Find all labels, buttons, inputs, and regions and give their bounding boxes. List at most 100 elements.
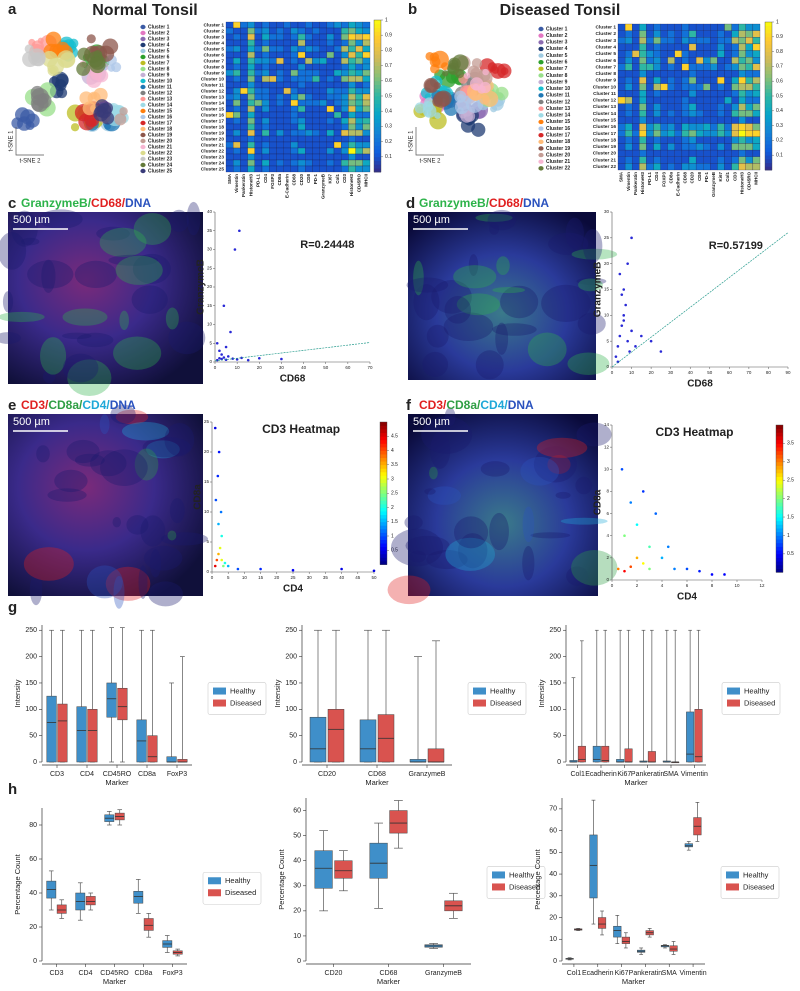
heatmap-cell <box>752 149 761 157</box>
heatmap-cell <box>233 99 241 107</box>
heatmap-cell <box>269 147 277 155</box>
y-tick-label: 30 <box>293 883 301 890</box>
colorbar-slice <box>776 425 783 430</box>
heatmap-cell <box>333 111 342 119</box>
heatmap-cell <box>326 159 335 167</box>
heatmap-cell <box>695 123 704 131</box>
colorbar-slice <box>380 507 387 512</box>
colorbar-slice <box>380 539 387 544</box>
row-label: Cluster 14 <box>593 111 617 117</box>
heatmap-cell <box>703 163 711 171</box>
legend-label: Cluster 20 <box>148 138 172 144</box>
heatmap-cell <box>254 69 263 77</box>
heatmap-cell <box>326 135 335 143</box>
heatmap-cell <box>639 50 647 58</box>
heatmap-cell <box>333 135 342 143</box>
heatmap-cell <box>297 57 306 65</box>
heatmap-cell <box>355 63 363 71</box>
colorbar-slice <box>374 96 381 101</box>
heatmap-cell <box>660 143 668 151</box>
heatmap-cell <box>240 147 248 155</box>
colorbar-slice <box>374 35 381 40</box>
heatmap-cell <box>319 33 327 41</box>
micrograph-texture <box>409 550 427 563</box>
x-tick-label: 40 <box>688 370 694 375</box>
y-tick-label: 15 <box>204 479 210 484</box>
heatmap-cell <box>752 110 761 118</box>
heatmap-cell <box>639 163 647 171</box>
heatmap-cell <box>639 123 647 131</box>
heatmap-cell <box>240 57 248 65</box>
scale-label: 500 µm <box>13 214 50 226</box>
heatmap-cell <box>646 30 654 38</box>
heatmap-cell <box>225 63 234 71</box>
tsne-label: t-SNE 2 <box>19 159 41 165</box>
y-tick-label: 200 <box>549 653 561 660</box>
legend-marker <box>140 126 146 132</box>
point <box>623 569 626 573</box>
heatmap-cell <box>247 159 255 167</box>
legend-label: Cluster 17 <box>546 133 570 139</box>
heatmap-cell <box>290 105 299 113</box>
column-label: CD8a <box>668 172 673 184</box>
heatmap-cell <box>681 136 690 144</box>
heatmap-cell <box>326 75 335 83</box>
heatmap-cell <box>276 45 284 53</box>
heatmap-cell <box>355 165 363 173</box>
column-label: FOXP3 <box>270 174 275 189</box>
point <box>220 353 223 356</box>
heatmap-cell <box>233 21 241 29</box>
heatmap-cell <box>312 81 320 89</box>
heatmap-cell <box>355 75 363 83</box>
heatmap-cell <box>674 123 683 131</box>
micrograph-texture <box>67 359 112 397</box>
point <box>641 490 645 493</box>
legend-marker <box>140 54 146 60</box>
point <box>220 534 224 538</box>
heatmap-cell <box>745 30 754 38</box>
heatmap-cell <box>305 111 313 119</box>
micrograph-texture <box>413 284 440 321</box>
heatmap-cell <box>717 43 725 51</box>
heatmap-cell <box>703 90 711 98</box>
heatmap-cell <box>717 149 725 157</box>
heatmap-cell <box>617 30 626 38</box>
heatmap-cell <box>290 27 299 35</box>
colorbar-slice <box>374 156 381 161</box>
x-tick-label: 8 <box>711 583 714 588</box>
point <box>626 262 629 265</box>
legend-label: Cluster 1 <box>148 24 170 30</box>
heatmap-cell <box>254 81 263 89</box>
heatmap-cell <box>703 103 711 111</box>
y-tick-label: 20 <box>549 914 557 921</box>
heatmap-cell <box>632 57 640 64</box>
legend-marker <box>140 60 146 66</box>
heatmap-cell <box>724 57 732 64</box>
heatmap-cell <box>319 93 327 101</box>
heatmap-cell <box>261 135 270 143</box>
heatmap-cell <box>617 70 626 78</box>
heatmap-cell <box>688 23 697 31</box>
heatmap-cell <box>731 130 739 137</box>
heatmap-cell <box>724 83 732 91</box>
colorbar-slice <box>765 107 772 112</box>
heatmap-cell <box>297 63 306 71</box>
heatmap-cell <box>681 156 690 164</box>
heatmap-cell <box>283 165 291 173</box>
heatmap-cell <box>703 30 711 38</box>
heatmap-cell <box>362 159 371 167</box>
heatmap-cell <box>254 45 263 53</box>
heatmap-cell <box>261 123 270 131</box>
heatmap-cell <box>674 83 683 91</box>
tsne-blob <box>93 50 103 59</box>
tsne-blob <box>82 101 97 116</box>
legend-marker <box>538 53 544 58</box>
micrograph-texture <box>577 312 606 335</box>
y-tick-label: 100 <box>285 706 297 713</box>
legend-label: Cluster 24 <box>148 162 172 168</box>
x-tick-label: 0 <box>211 575 214 580</box>
column-label: PD-1 <box>704 172 709 183</box>
heatmap-cell <box>290 69 299 77</box>
heatmap-cell <box>362 129 371 137</box>
x-tick-label: 20 <box>274 575 280 580</box>
